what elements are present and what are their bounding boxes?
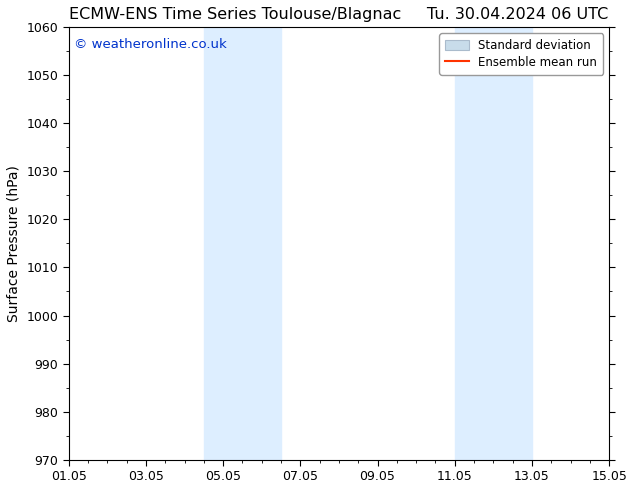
- Legend: Standard deviation, Ensemble mean run: Standard deviation, Ensemble mean run: [439, 33, 603, 74]
- Bar: [204, 27, 281, 460]
- Y-axis label: Surface Pressure (hPa): Surface Pressure (hPa): [7, 165, 21, 322]
- Bar: [455, 27, 532, 460]
- Title: ECMW-ENS Time Series Toulouse/Blagnac     Tu. 30.04.2024 06 UTC: ECMW-ENS Time Series Toulouse/Blagnac Tu…: [69, 7, 609, 22]
- Text: © weatheronline.co.uk: © weatheronline.co.uk: [74, 38, 227, 51]
